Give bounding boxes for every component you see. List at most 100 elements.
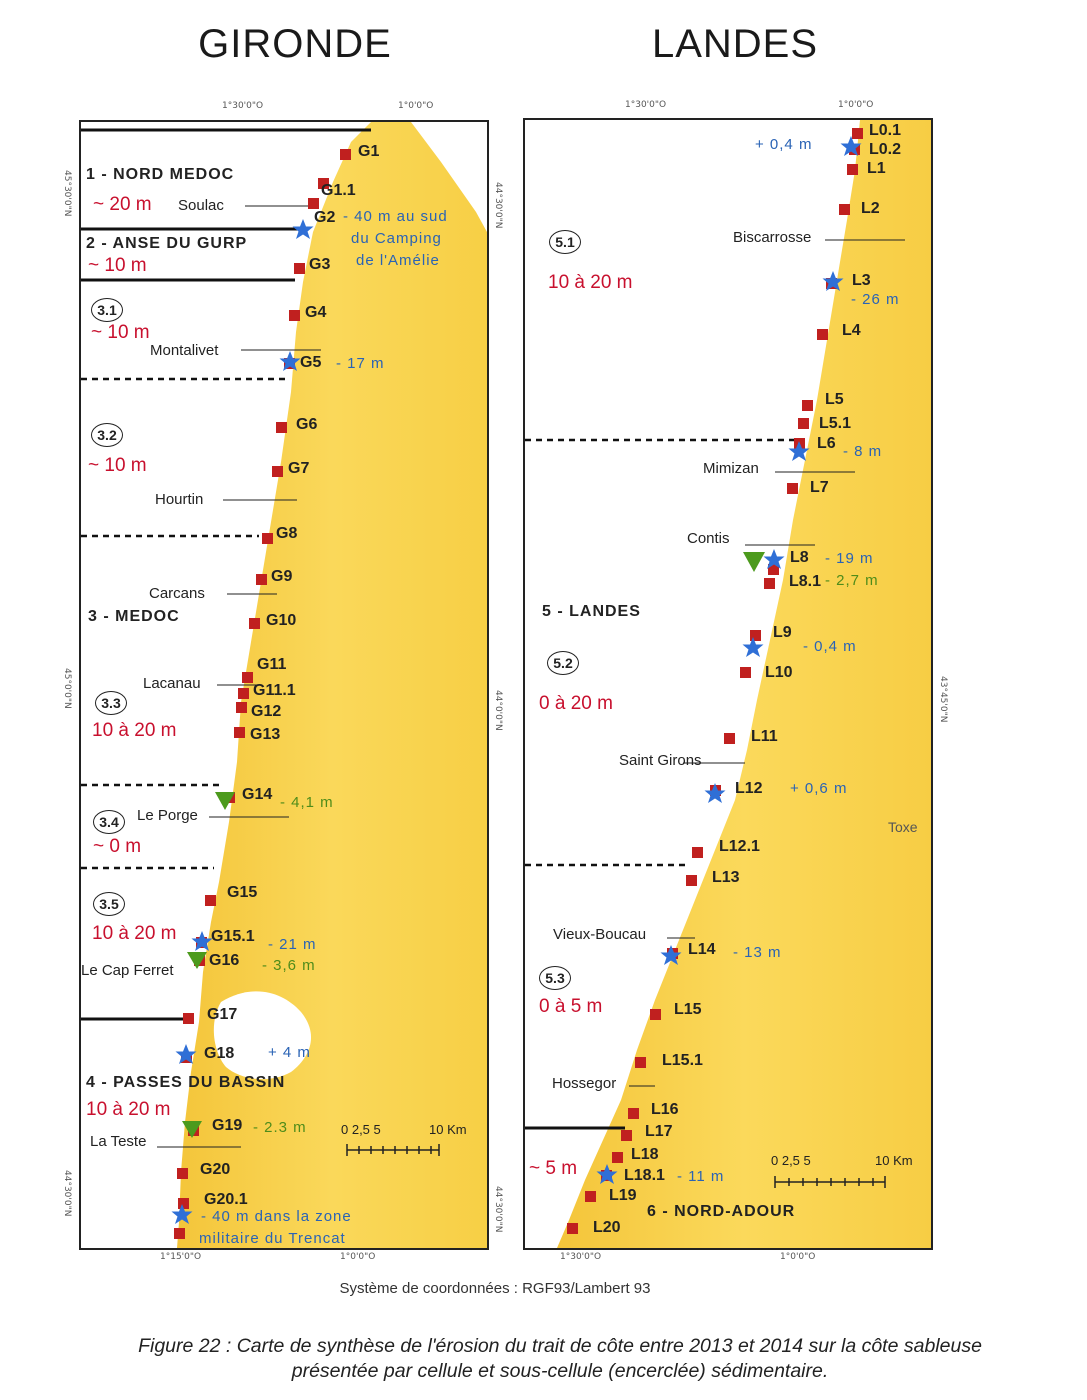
graticule-label: 44°30'0"N (493, 182, 503, 229)
point-label: G7 (288, 460, 310, 477)
sub-cell-badge: 5.3 (539, 966, 571, 990)
gironde-stars (171, 219, 314, 1224)
graticule-label: 45°0'0"N (62, 668, 72, 709)
triangle-l8 (743, 552, 765, 572)
marker-g10 (249, 618, 260, 629)
graticule-label: 44°30'0"N (62, 1170, 72, 1217)
scale-bar (346, 1144, 440, 1156)
erosion-rate: ~ 10 m (88, 255, 147, 276)
point-label: L7 (810, 479, 829, 496)
star-g18 (175, 1044, 197, 1064)
sub-cell-badge: 3.1 (91, 298, 123, 322)
point-label: L10 (765, 664, 793, 681)
erosion-rate: ~ 10 m (91, 322, 150, 343)
place-label: Montalivet (150, 342, 219, 359)
place-label: Contis (687, 530, 730, 547)
marker-l11 (724, 733, 735, 744)
erosion-note: - 3,6 m (262, 957, 316, 974)
scale-bar-ticks: 0 2,5 5 (771, 1153, 811, 1168)
erosion-note: militaire du Trencat (199, 1230, 346, 1247)
erosion-note: - 2.3 m (253, 1119, 307, 1136)
graticule-label: 1°30'0"O (222, 101, 264, 111)
erosion-rate: ~ 0 m (93, 836, 142, 857)
landes-land (557, 120, 931, 1248)
point-label: G20.1 (204, 1191, 248, 1208)
erosion-rate: 10 à 20 m (548, 272, 633, 293)
erosion-note: - 0,4 m (803, 638, 857, 655)
point-label: L5.1 (819, 415, 852, 432)
erosion-rate: 10 à 20 m (92, 720, 177, 741)
place-label: Biscarrosse (733, 229, 812, 246)
star-l8 (763, 549, 785, 569)
erosion-note: - 19 m (825, 550, 874, 567)
point-label: L15.1 (662, 1052, 703, 1069)
place-label: Toxe (888, 819, 918, 835)
scale-bar-ticks: 0 2,5 5 (341, 1122, 381, 1137)
point-label: G17 (207, 1006, 238, 1023)
sub-cell-badge: 3.2 (91, 423, 123, 447)
erosion-note: - 21 m (268, 936, 317, 953)
graticule-label: 1°0'0"O (340, 1252, 376, 1262)
marker-l7 (787, 483, 798, 494)
marker-g20-1 (178, 1198, 189, 1209)
cell-name: 4 - PASSES DU BASSIN (86, 1074, 286, 1091)
graticule-label: 1°0'0"O (398, 101, 434, 111)
point-label: L5 (825, 391, 844, 408)
marker-l9 (750, 630, 761, 641)
landes-stars (596, 136, 862, 1184)
place-label: Soulac (178, 197, 224, 214)
point-label: L12 (735, 780, 763, 797)
erosion-note: - 2,7 m (825, 572, 879, 589)
point-label: G3 (309, 256, 331, 273)
gironde-map-canvas (81, 122, 487, 1248)
erosion-note: + 0,4 m (755, 136, 813, 153)
point-label: L0.1 (869, 122, 902, 139)
erosion-rate: ~ 20 m (93, 194, 152, 215)
point-label: L6 (817, 435, 836, 452)
erosion-rate: 10 à 20 m (86, 1099, 171, 1120)
scale-bar-end: 10 Km (429, 1122, 467, 1137)
erosion-note: - 8 m (843, 443, 883, 460)
point-label: G2 (314, 209, 336, 226)
marker-l0-1 (852, 128, 863, 139)
erosion-rate: ~ 10 m (88, 455, 147, 476)
cell-name: 5 - LANDES (542, 603, 641, 620)
triangle-g14 (215, 792, 235, 810)
gironde-map[interactable]: G1 G1.1 G2 G3 G4 G5 G6 G7 G8 G9 G10 G11 … (79, 120, 489, 1250)
point-label: L12.1 (719, 838, 760, 855)
marker-l5-1 (798, 418, 809, 429)
cell-name: 6 - NORD-ADOUR (647, 1203, 796, 1220)
point-label: L19 (609, 1187, 637, 1204)
star-g5 (279, 351, 301, 371)
point-label: G4 (305, 304, 327, 321)
erosion-rate: 10 à 20 m (92, 923, 177, 944)
marker-g12 (236, 702, 247, 713)
erosion-note: + 4 m (268, 1044, 311, 1061)
figure-caption: Figure 22 : Carte de synthèse de l'érosi… (40, 1334, 1080, 1385)
star-l14 (660, 945, 682, 965)
point-label: L3 (852, 272, 871, 289)
marker-g7 (272, 466, 283, 477)
landes-map[interactable]: L0.1 L0.2 L1 L2 L3 L4 L5 L5.1 L6 L7 L8 L… (523, 118, 933, 1250)
point-label: L4 (842, 322, 861, 339)
place-label: Hourtin (155, 491, 204, 508)
marker-g20 (177, 1168, 188, 1179)
point-label: L20 (593, 1219, 621, 1236)
cell-name: 3 - MEDOC (88, 608, 180, 625)
erosion-note: - 40 m au sud (343, 208, 448, 225)
coordinate-system-note: Système de coordonnées : RGF93/Lambert 9… (339, 1280, 651, 1297)
star-g15-1 (191, 931, 213, 951)
star-l12 (704, 783, 726, 803)
sub-cell-badge: 5.2 (547, 651, 579, 675)
graticule-label: 44°30'0"N (493, 1186, 503, 1233)
marker-l1 (847, 164, 858, 175)
gironde-land (177, 122, 487, 1248)
graticule-label: 1°15'0"O (160, 1252, 202, 1262)
place-label: Carcans (149, 585, 205, 602)
point-label: G20 (200, 1161, 231, 1178)
erosion-note: - 17 m (336, 355, 385, 372)
marker-l12-1 (692, 847, 703, 858)
marker-g13 (234, 727, 245, 738)
gironde-triangles (182, 792, 235, 1138)
marker-l13 (686, 875, 697, 886)
